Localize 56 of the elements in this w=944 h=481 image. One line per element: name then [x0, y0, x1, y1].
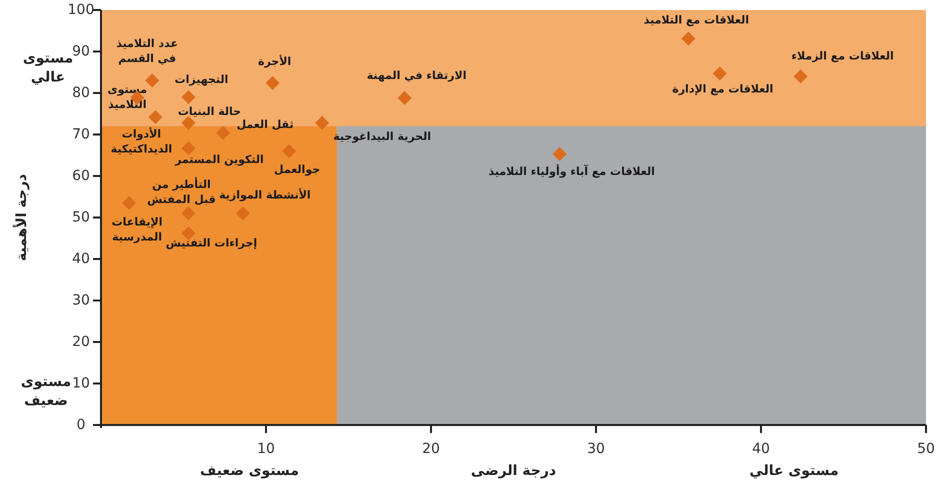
x-tick-label: 30 [587, 440, 605, 457]
point [398, 90, 412, 105]
x-tick-label: 10 [257, 440, 275, 457]
y-tick-label: 90 [72, 43, 90, 60]
annotation: التكوين المستمر [174, 153, 264, 166]
y-tick-label: 50 [72, 209, 90, 226]
point [122, 196, 136, 210]
point [681, 32, 696, 46]
y-tick-label: 70 [72, 126, 90, 142]
point [794, 69, 808, 84]
annotation: مستوى التلاميذ [108, 83, 148, 112]
annotation: التأطير من قبل المفتش [147, 176, 216, 206]
annotation: التجهيزات [174, 73, 228, 86]
point [315, 116, 330, 130]
annotation: حالة البنيات [178, 104, 242, 118]
annotation: العلاقات مع آباء وأولياء التلاميذ [488, 164, 655, 178]
point [181, 206, 196, 220]
y-tick-label: 60 [72, 168, 90, 184]
point [552, 147, 567, 162]
y-tick-label: 80 [72, 84, 90, 101]
annotation: الأنشطة الموازية [219, 187, 311, 202]
annotation: ثقل العمل [236, 118, 294, 131]
text: مستوى عالي [749, 462, 839, 479]
y-tick-label: 10 [72, 375, 90, 392]
x-axis-title: درجة الرضى [470, 462, 556, 479]
annotation: العلاقات مع الإدارة [672, 82, 774, 96]
annotation: العلاقات مع التلاميذ [644, 14, 750, 27]
y-tick-label: 30 [72, 292, 90, 308]
y-tick-label: 0 [76, 416, 86, 433]
y-tick-label: 100 [68, 2, 94, 18]
point [181, 90, 196, 104]
text: مستوى ضعيف [200, 462, 299, 479]
point [282, 144, 296, 158]
annotation: العلاقات مع الزملاء [791, 49, 894, 62]
y-tick-label: 20 [72, 334, 90, 350]
point [266, 76, 280, 90]
x-tick-label: 50 [917, 440, 935, 457]
x-tick-label: 20 [422, 440, 440, 457]
annotation: عدد التلاميذ في القسم [116, 37, 178, 65]
point [145, 74, 160, 88]
point [236, 206, 250, 220]
point [148, 110, 162, 124]
y-axis-title: درجة الأهمية [12, 174, 30, 262]
point [181, 141, 196, 156]
annotation: الأجرة [258, 54, 292, 68]
annotation: إجراءات التفتيش [166, 236, 258, 250]
y-tick-label: 40 [72, 250, 90, 267]
annotation: الأدوات الديداكتيكية [110, 126, 172, 156]
point [712, 66, 727, 80]
text: مستوى عالي [22, 50, 74, 86]
annotation: الارتقاء في المهنة [366, 68, 466, 82]
text: مستوى ضعيف [20, 374, 72, 410]
annotation: جوالعمل [274, 163, 320, 176]
point [216, 126, 230, 140]
x-tick-label: 40 [752, 440, 770, 457]
annotation: الإيقاعات المدرسية [112, 216, 162, 244]
